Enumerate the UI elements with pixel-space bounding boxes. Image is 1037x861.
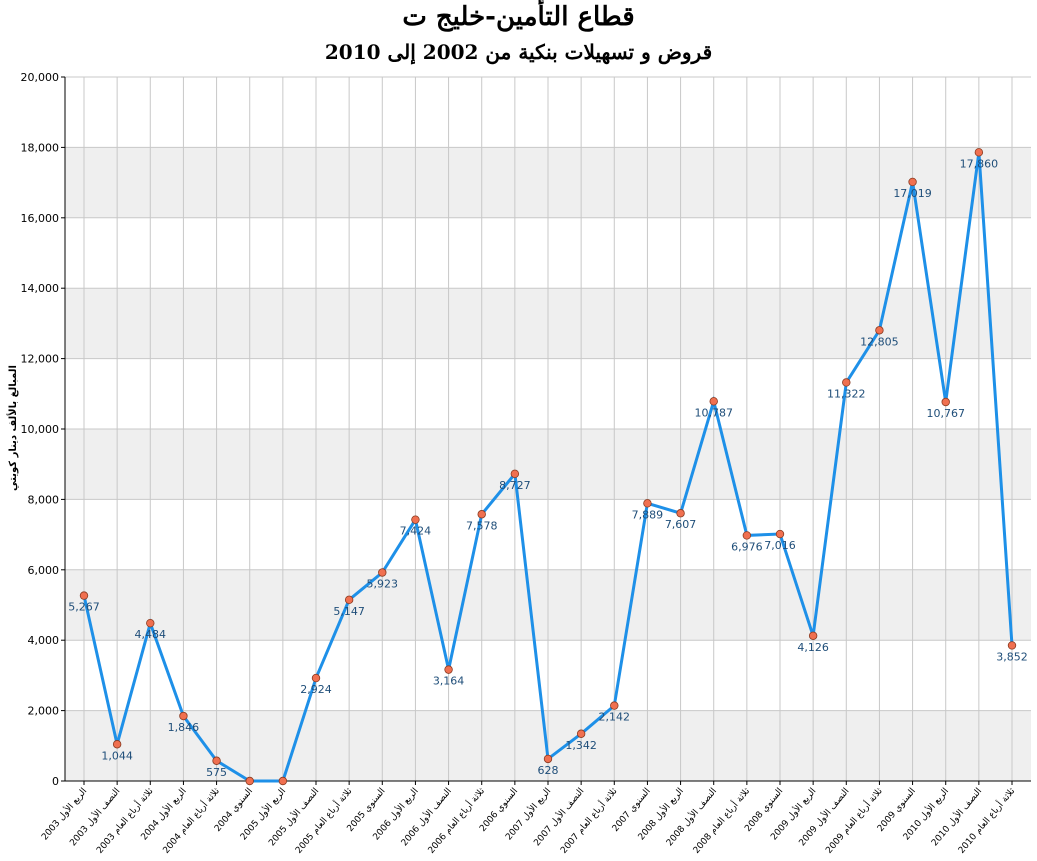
y-tick-label: 16,000 xyxy=(21,212,60,225)
data-label: 17,860 xyxy=(960,157,999,170)
data-point xyxy=(643,499,652,508)
chart-axes xyxy=(61,76,1031,785)
data-point xyxy=(808,631,818,640)
data-label: 5,267 xyxy=(68,601,100,614)
data-label: 1,846 xyxy=(168,721,200,734)
data-label: 1,044 xyxy=(101,749,133,762)
data-point xyxy=(112,740,122,749)
data-point xyxy=(444,665,453,674)
x-tick-label: ثلاثة أرباع العام 2006 xyxy=(425,785,487,856)
y-tick-label: 14,000 xyxy=(21,282,60,295)
x-tick-label: ثلاثة أرباع العام 2007 xyxy=(558,785,620,856)
data-label: 12,805 xyxy=(860,335,899,348)
data-label: 6,976 xyxy=(731,540,763,553)
data-point xyxy=(842,378,851,387)
y-tick-label: 8,000 xyxy=(28,493,60,506)
chart-title: قطاع التأمين-خليج ت xyxy=(402,2,635,32)
data-markers xyxy=(79,148,1017,786)
data-label: 5,147 xyxy=(333,605,365,618)
data-point xyxy=(79,591,89,600)
data-point xyxy=(543,754,553,764)
x-tick-label: ثلاثة أرباع العام 2004 xyxy=(160,785,222,856)
data-label: 11,322 xyxy=(827,387,866,400)
data-point xyxy=(974,148,984,157)
x-tick-label: ثلاثة أرباع العام 2009 xyxy=(823,785,885,856)
data-point xyxy=(610,701,619,710)
data-label: 2,142 xyxy=(599,711,631,724)
data-label: 7,424 xyxy=(400,525,432,538)
x-tick-label: ثلاثة أرباع العام 2003 xyxy=(94,785,156,856)
data-point xyxy=(875,326,884,335)
data-label: 1,342 xyxy=(565,739,597,752)
y-tick-label: 20,000 xyxy=(21,71,60,84)
x-tick-label: ثلاثة أرباع العام 2005 xyxy=(292,785,354,856)
data-point xyxy=(941,397,950,407)
data-label: 2,924 xyxy=(300,683,332,696)
data-label: 3,852 xyxy=(996,650,1028,663)
data-label: 3,164 xyxy=(433,675,465,688)
data-point xyxy=(1007,641,1017,650)
y-tick-label: 10,000 xyxy=(21,423,60,436)
data-label: 8,727 xyxy=(499,479,531,492)
data-point xyxy=(676,509,685,518)
x-tick-label: ثلاثة أرباع العام 2008 xyxy=(690,785,752,856)
data-point xyxy=(245,776,254,786)
y-tick-label: 4,000 xyxy=(28,634,60,647)
data-point xyxy=(411,515,420,524)
y-tick-label: 12,000 xyxy=(21,353,60,366)
data-point xyxy=(311,673,321,683)
data-label: 575 xyxy=(206,766,227,779)
data-label: 10,767 xyxy=(926,407,965,420)
data-label: 10,787 xyxy=(694,406,733,419)
y-axis-label: المبالغ بالألف دينار كويتي xyxy=(6,365,19,491)
data-point xyxy=(908,177,917,187)
data-point xyxy=(477,510,486,519)
data-label: 4,484 xyxy=(135,628,167,641)
data-point xyxy=(576,729,586,738)
y-tick-label: 2,000 xyxy=(28,705,60,718)
data-label: 7,889 xyxy=(632,508,664,521)
chart-subtitle: قروض و تسهيلات بنكية من 2002 إلى 2010 xyxy=(324,40,713,64)
data-labels: 5,267 1,044 4,484 1,846 575 2,924 5,147 5,923 7,… xyxy=(68,157,1028,778)
data-point xyxy=(212,756,221,765)
data-point xyxy=(344,595,354,605)
data-point xyxy=(775,529,785,539)
data-label: 7,607 xyxy=(665,518,697,531)
data-label: 17,019 xyxy=(893,187,932,200)
y-tick-label: 0 xyxy=(52,775,59,788)
data-label: 628 xyxy=(538,764,559,777)
y-tick-label: 6,000 xyxy=(28,564,60,577)
data-label: 7,016 xyxy=(764,539,796,552)
y-tick-label: 18,000 xyxy=(21,141,60,154)
data-point xyxy=(742,531,752,540)
x-tick-label: ثلاثة أرباع العام 2010 xyxy=(955,785,1017,856)
y-tick-labels: 0 2,000 4,000 6,000 8,000 10,000 12,000 14,000 1… xyxy=(21,71,60,788)
data-point xyxy=(278,776,288,786)
data-point xyxy=(179,711,188,721)
data-point xyxy=(146,618,155,628)
data-point xyxy=(378,568,387,577)
data-point xyxy=(709,397,718,406)
data-label: 7,578 xyxy=(466,519,498,532)
data-label: 5,923 xyxy=(367,578,399,591)
data-label: 4,126 xyxy=(797,641,829,654)
data-point xyxy=(510,469,520,479)
